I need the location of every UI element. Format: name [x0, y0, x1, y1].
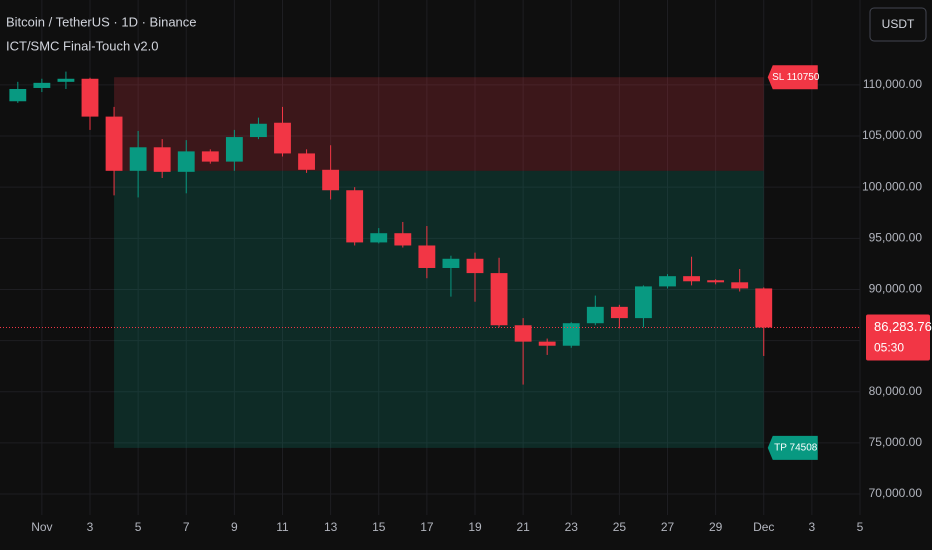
- stop-zone: [114, 77, 764, 171]
- y-tick-label: 105,000.00: [862, 128, 922, 142]
- x-tick-label: 7: [183, 520, 190, 534]
- x-tick-label: 21: [516, 520, 530, 534]
- candle-body: [177, 151, 195, 172]
- currency-button[interactable]: [869, 7, 927, 42]
- candle-body: [562, 323, 580, 346]
- candle-body: [707, 280, 725, 283]
- candle-body: [9, 88, 27, 102]
- candle-body: [418, 245, 436, 268]
- x-tick-label: 15: [372, 520, 386, 534]
- y-tick-label: 70,000.00: [869, 486, 923, 500]
- candle-body: [274, 122, 291, 154]
- candle-body: [394, 233, 412, 246]
- currency-button-label[interactable]: USDT: [882, 17, 915, 31]
- axes: 70,000.0075,000.0080,000.0085,000.0090,0…: [0, 65, 932, 534]
- x-tick-label: 29: [709, 520, 723, 534]
- symbol-title: Bitcoin / TetherUS · 1D · Binance: [6, 14, 197, 29]
- plot: [9, 71, 773, 385]
- x-tick-label: 19: [468, 520, 482, 534]
- candle-body: [298, 153, 315, 170]
- stop-tag: [767, 65, 818, 90]
- candle-body: [250, 123, 267, 138]
- x-tick-label: 5: [857, 520, 864, 534]
- x-tick-label: Dec: [753, 520, 774, 534]
- y-tick-label: 90,000.00: [869, 282, 923, 296]
- candle-body: [586, 306, 604, 324]
- candle-body: [322, 169, 340, 191]
- grid: [0, 0, 861, 515]
- candle-body: [346, 190, 364, 243]
- y-tick-label: 110,000.00: [863, 77, 922, 91]
- x-tick-label: 23: [565, 520, 579, 534]
- candle-body: [755, 288, 773, 328]
- candle-body: [731, 282, 749, 289]
- x-tick-label: 3: [87, 520, 94, 534]
- x-tick-label: 27: [661, 520, 675, 534]
- candle-body: [129, 147, 147, 171]
- candle-body: [442, 258, 460, 268]
- candle-body: [105, 116, 123, 171]
- y-tick-label: 80,000.00: [869, 384, 923, 398]
- candle-body: [514, 325, 532, 342]
- zones: [114, 77, 764, 448]
- countdown-label: 05:30: [874, 341, 904, 355]
- y-tick-label: 100,000.00: [862, 179, 922, 193]
- target-tag: [767, 435, 818, 460]
- y-tick-label: 95,000.00: [869, 230, 923, 244]
- candle-body: [635, 286, 652, 319]
- target-label: TP 74508: [774, 443, 818, 454]
- candle-body: [57, 78, 75, 82]
- last-price-label: 86,283.76: [874, 319, 932, 334]
- candle-body: [490, 273, 508, 326]
- candle-body: [225, 137, 243, 162]
- candle-body: [33, 82, 51, 88]
- candle-body: [683, 276, 700, 282]
- candle-body: [370, 233, 388, 243]
- target-zone: [114, 170, 764, 448]
- x-tick-label: 5: [135, 520, 142, 534]
- x-tick-label: 9: [231, 520, 238, 534]
- indicator-title: ICT/SMC Final-Touch v2.0: [6, 38, 158, 53]
- x-tick-label: 3: [809, 520, 816, 534]
- x-tick-label: 11: [276, 520, 289, 534]
- candle-body: [201, 151, 219, 162]
- candle-body: [466, 258, 484, 274]
- y-tick-label: 75,000.00: [869, 435, 923, 449]
- last-price-box: [866, 314, 930, 361]
- candle-body: [659, 276, 676, 287]
- candle-body: [153, 147, 171, 172]
- candle-body: [610, 306, 628, 319]
- stop-label: SL 110750: [772, 72, 820, 83]
- candle-body: [538, 341, 556, 346]
- x-tick-label: 13: [324, 520, 338, 534]
- x-tick-label: 17: [420, 520, 434, 534]
- x-tick-label: 25: [613, 520, 627, 534]
- x-tick-label: Nov: [31, 520, 52, 534]
- candle-body: [81, 78, 99, 117]
